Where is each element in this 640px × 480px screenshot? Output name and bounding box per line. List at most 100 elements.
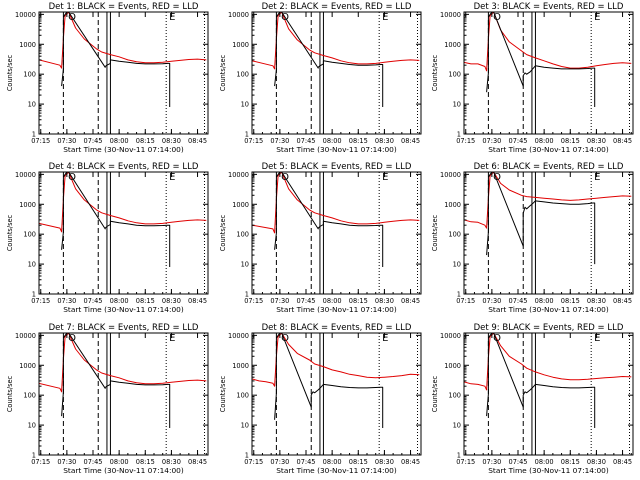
x-tick-label: 07:15 <box>456 297 475 305</box>
y-tick-label: 1 <box>32 291 36 299</box>
x-tick-label: 07:45 <box>84 458 103 466</box>
y-tick-label: 100 <box>23 392 36 400</box>
y-tick-label: 10000 <box>440 332 461 340</box>
x-tick-label: 07:30 <box>482 458 501 466</box>
x-tick-label: 08:45 <box>613 297 632 305</box>
series-line-lld <box>252 333 420 387</box>
x-tick-label: 07:45 <box>84 137 103 145</box>
x-tick-label: 08:30 <box>587 137 606 145</box>
y-tick-label: 10000 <box>228 11 249 19</box>
x-tick-label: 08:45 <box>401 458 420 466</box>
x-tick-label: 08:15 <box>349 458 368 466</box>
y-axis-label: Counts/sec <box>219 54 227 91</box>
y-tick-label: 10 <box>453 101 461 109</box>
x-axis-label: Start Time (30-Nov-11 07:14:00) <box>488 145 609 154</box>
x-tick-label: 07:30 <box>57 458 76 466</box>
y-tick-label: 100 <box>448 231 461 239</box>
y-tick-label: 10000 <box>15 171 36 179</box>
y-tick-label: 100 <box>236 71 249 79</box>
marker-e: E <box>382 333 388 344</box>
y-tick-label: 100 <box>236 231 249 239</box>
marker-e: E <box>169 172 175 183</box>
x-tick-label: 08:15 <box>561 458 580 466</box>
plot-frame <box>251 11 422 135</box>
marker-e: E <box>169 12 175 23</box>
y-axis-label: Counts/sec <box>219 214 227 251</box>
y-axis-label: Counts/sec <box>6 54 14 91</box>
x-axis-label: Start Time (30-Nov-11 07:14:00) <box>488 305 609 314</box>
y-tick-label: 1000 <box>19 201 36 209</box>
x-tick-label: 07:45 <box>297 297 316 305</box>
x-tick-label: 07:30 <box>482 297 501 305</box>
x-tick-label: 07:15 <box>31 137 50 145</box>
y-tick-label: 1 <box>457 291 461 299</box>
x-axis-label: Start Time (30-Nov-11 07:14:00) <box>63 145 184 154</box>
x-tick-label: 08:45 <box>613 458 632 466</box>
panel-title: Det 2: BLACK = Events, RED = LLD <box>262 2 412 12</box>
marker-o: O <box>68 172 76 183</box>
panel-title: Det 4: BLACK = Events, RED = LLD <box>49 162 199 172</box>
x-tick-label: 08:30 <box>162 458 181 466</box>
x-axis-label: Start Time (30-Nov-11 07:14:00) <box>276 145 397 154</box>
x-axis-label: Start Time (30-Nov-11 07:14:00) <box>63 305 184 314</box>
x-tick-label: 08:15 <box>136 297 155 305</box>
plot-frame <box>38 11 209 135</box>
x-tick-label: 08:00 <box>110 458 129 466</box>
x-tick-label: 07:30 <box>57 137 76 145</box>
y-axis-label: Counts/sec <box>219 375 227 412</box>
y-tick-label: 1 <box>32 452 36 460</box>
x-tick-label: 07:15 <box>31 458 50 466</box>
series-line-lld <box>252 172 420 234</box>
y-tick-label: 10 <box>241 261 249 269</box>
plot-frame <box>38 332 209 456</box>
x-tick-label: 08:30 <box>375 137 394 145</box>
y-tick-label: 10 <box>28 101 36 109</box>
series-line-events <box>61 12 171 107</box>
y-tick-label: 1000 <box>444 362 461 370</box>
marker-e: E <box>382 172 388 183</box>
series-line-events <box>274 333 384 428</box>
series-line-events <box>486 12 596 107</box>
x-tick-label: 07:45 <box>297 458 316 466</box>
series-line-lld <box>39 333 207 393</box>
x-tick-label: 07:45 <box>509 297 528 305</box>
y-tick-label: 10000 <box>15 11 36 19</box>
x-tick-label: 07:30 <box>270 458 289 466</box>
panel-title: Det 9: BLACK = Events, RED = LLD <box>474 323 624 333</box>
marker-o: O <box>493 333 501 344</box>
x-tick-label: 08:30 <box>587 458 606 466</box>
x-tick-label: 08:00 <box>535 137 554 145</box>
marker-e: E <box>594 12 600 23</box>
x-tick-label: 08:15 <box>561 297 580 305</box>
y-tick-label: 100 <box>448 71 461 79</box>
y-tick-label: 10000 <box>228 332 249 340</box>
y-axis-label: Counts/sec <box>431 375 439 412</box>
x-tick-label: 08:15 <box>349 137 368 145</box>
series-line-lld <box>39 172 207 233</box>
series-line-events <box>486 172 596 265</box>
x-tick-label: 07:30 <box>270 137 289 145</box>
x-tick-label: 08:00 <box>323 137 342 145</box>
x-tick-label: 07:30 <box>57 297 76 305</box>
y-tick-label: 1000 <box>232 362 249 370</box>
x-tick-label: 07:15 <box>244 297 263 305</box>
plot-frame <box>251 171 422 295</box>
y-tick-label: 10 <box>28 422 36 430</box>
x-axis-label: Start Time (30-Nov-11 07:14:00) <box>276 305 397 314</box>
panel-title: Det 5: BLACK = Events, RED = LLD <box>262 162 412 172</box>
x-tick-label: 08:00 <box>323 297 342 305</box>
y-tick-label: 10 <box>241 422 249 430</box>
series-line-lld <box>39 12 207 69</box>
x-tick-label: 08:00 <box>110 137 129 145</box>
marker-o: O <box>68 333 76 344</box>
x-tick-label: 08:45 <box>401 297 420 305</box>
x-tick-label: 08:45 <box>188 458 207 466</box>
x-tick-label: 07:15 <box>456 137 475 145</box>
y-tick-label: 10 <box>28 261 36 269</box>
